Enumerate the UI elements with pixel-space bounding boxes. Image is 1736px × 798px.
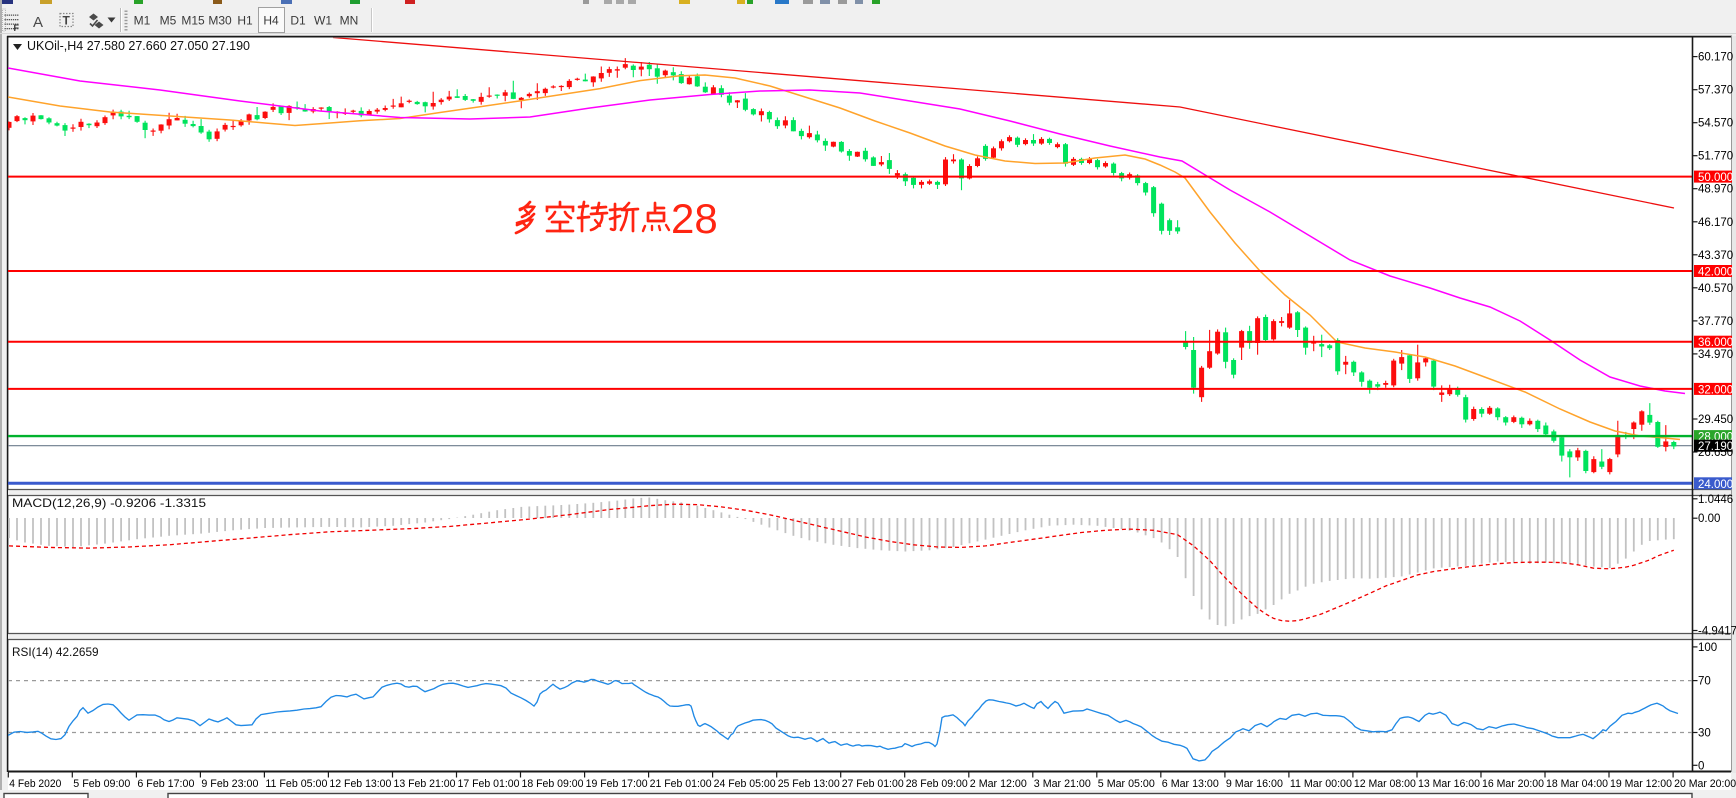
svg-text:54.570: 54.570 bbox=[1698, 118, 1733, 130]
svg-text:H4: H4 bbox=[263, 14, 279, 28]
svg-text:32.000: 32.000 bbox=[1698, 384, 1733, 396]
svg-text:0: 0 bbox=[1698, 760, 1704, 772]
svg-text:F: F bbox=[14, 23, 20, 33]
svg-text:UKOil-,H4 27.580 27.660 27.05: UKOil-,H4 27.580 27.660 27.050 27.190 bbox=[27, 39, 250, 53]
svg-text:6 Feb 17:00: 6 Feb 17:00 bbox=[137, 778, 194, 790]
svg-text:13 Mar 16:00: 13 Mar 16:00 bbox=[1418, 778, 1480, 790]
svg-text:9 Feb 23:00: 9 Feb 23:00 bbox=[201, 778, 258, 790]
svg-text:T: T bbox=[63, 14, 71, 28]
svg-text:29.450: 29.450 bbox=[1698, 414, 1733, 426]
svg-text:21 Feb 01:00: 21 Feb 01:00 bbox=[650, 778, 712, 790]
svg-text:3 Mar 21:00: 3 Mar 21:00 bbox=[1034, 778, 1091, 790]
svg-text:28 Feb 09:00: 28 Feb 09:00 bbox=[906, 778, 968, 790]
svg-text:MACD(12,26,9) -0.9206 -1.3315: MACD(12,26,9) -0.9206 -1.3315 bbox=[12, 496, 206, 510]
svg-text:24 Feb 05:00: 24 Feb 05:00 bbox=[714, 778, 776, 790]
svg-text:M30: M30 bbox=[208, 14, 232, 28]
svg-text:36.000: 36.000 bbox=[1698, 337, 1733, 349]
svg-text:D1: D1 bbox=[290, 14, 306, 28]
svg-text:5 Feb 09:00: 5 Feb 09:00 bbox=[73, 778, 130, 790]
svg-text:43.370: 43.370 bbox=[1698, 250, 1733, 262]
svg-text:12 Feb 13:00: 12 Feb 13:00 bbox=[329, 778, 391, 790]
svg-text:M1: M1 bbox=[134, 14, 151, 28]
svg-text:-4.9417: -4.9417 bbox=[1698, 626, 1736, 638]
svg-text:11 Feb 05:00: 11 Feb 05:00 bbox=[265, 778, 327, 790]
svg-text:40.570: 40.570 bbox=[1698, 283, 1733, 295]
svg-text:RSI(14) 42.2659: RSI(14) 42.2659 bbox=[12, 645, 99, 659]
svg-text:46.170: 46.170 bbox=[1698, 217, 1733, 229]
svg-text:19 Feb 17:00: 19 Feb 17:00 bbox=[586, 778, 648, 790]
svg-text:27 Feb 01:00: 27 Feb 01:00 bbox=[842, 778, 904, 790]
svg-text:51.770: 51.770 bbox=[1698, 151, 1733, 163]
svg-text:37.770: 37.770 bbox=[1698, 316, 1733, 328]
svg-text:M5: M5 bbox=[160, 14, 177, 28]
svg-text:18 Feb 09:00: 18 Feb 09:00 bbox=[522, 778, 584, 790]
svg-text:H1: H1 bbox=[237, 14, 253, 28]
svg-text:100: 100 bbox=[1698, 642, 1717, 654]
svg-text:30: 30 bbox=[1698, 728, 1711, 740]
svg-text:60.170: 60.170 bbox=[1698, 52, 1733, 64]
svg-text:1.0446: 1.0446 bbox=[1698, 494, 1733, 506]
svg-text:19 Mar 12:00: 19 Mar 12:00 bbox=[1610, 778, 1672, 790]
svg-text:A: A bbox=[33, 14, 43, 31]
svg-text:48.970: 48.970 bbox=[1698, 184, 1733, 196]
svg-text:42.000: 42.000 bbox=[1698, 267, 1733, 279]
svg-text:50.000: 50.000 bbox=[1698, 172, 1733, 184]
svg-text:24.000: 24.000 bbox=[1698, 479, 1733, 491]
svg-text:4 Feb 2020: 4 Feb 2020 bbox=[9, 778, 61, 790]
svg-text:17 Feb 01:00: 17 Feb 01:00 bbox=[458, 778, 520, 790]
svg-text:W1: W1 bbox=[314, 14, 332, 28]
svg-text:M15: M15 bbox=[181, 14, 205, 28]
svg-text:25 Feb 13:00: 25 Feb 13:00 bbox=[778, 778, 840, 790]
svg-text:2 Mar 12:00: 2 Mar 12:00 bbox=[970, 778, 1027, 790]
svg-text:9 Mar 16:00: 9 Mar 16:00 bbox=[1226, 778, 1283, 790]
svg-text:12 Mar 08:00: 12 Mar 08:00 bbox=[1354, 778, 1416, 790]
svg-text:6 Mar 13:00: 6 Mar 13:00 bbox=[1162, 778, 1219, 790]
svg-text:11 Mar 00:00: 11 Mar 00:00 bbox=[1290, 778, 1352, 790]
svg-text:18 Mar 04:00: 18 Mar 04:00 bbox=[1546, 778, 1608, 790]
svg-text:27.190: 27.190 bbox=[1698, 441, 1733, 453]
svg-text:13 Feb 21:00: 13 Feb 21:00 bbox=[394, 778, 456, 790]
svg-text:16 Mar 20:00: 16 Mar 20:00 bbox=[1482, 778, 1544, 790]
svg-text:0.00: 0.00 bbox=[1698, 513, 1720, 525]
svg-text:28: 28 bbox=[671, 195, 718, 242]
svg-text:MN: MN bbox=[340, 14, 359, 28]
svg-text:57.370: 57.370 bbox=[1698, 85, 1733, 97]
svg-text:5 Mar 05:00: 5 Mar 05:00 bbox=[1098, 778, 1155, 790]
svg-text:70: 70 bbox=[1698, 676, 1711, 688]
svg-text:20 Mar 20:00: 20 Mar 20:00 bbox=[1674, 778, 1736, 790]
svg-text:34.970: 34.970 bbox=[1698, 349, 1733, 361]
